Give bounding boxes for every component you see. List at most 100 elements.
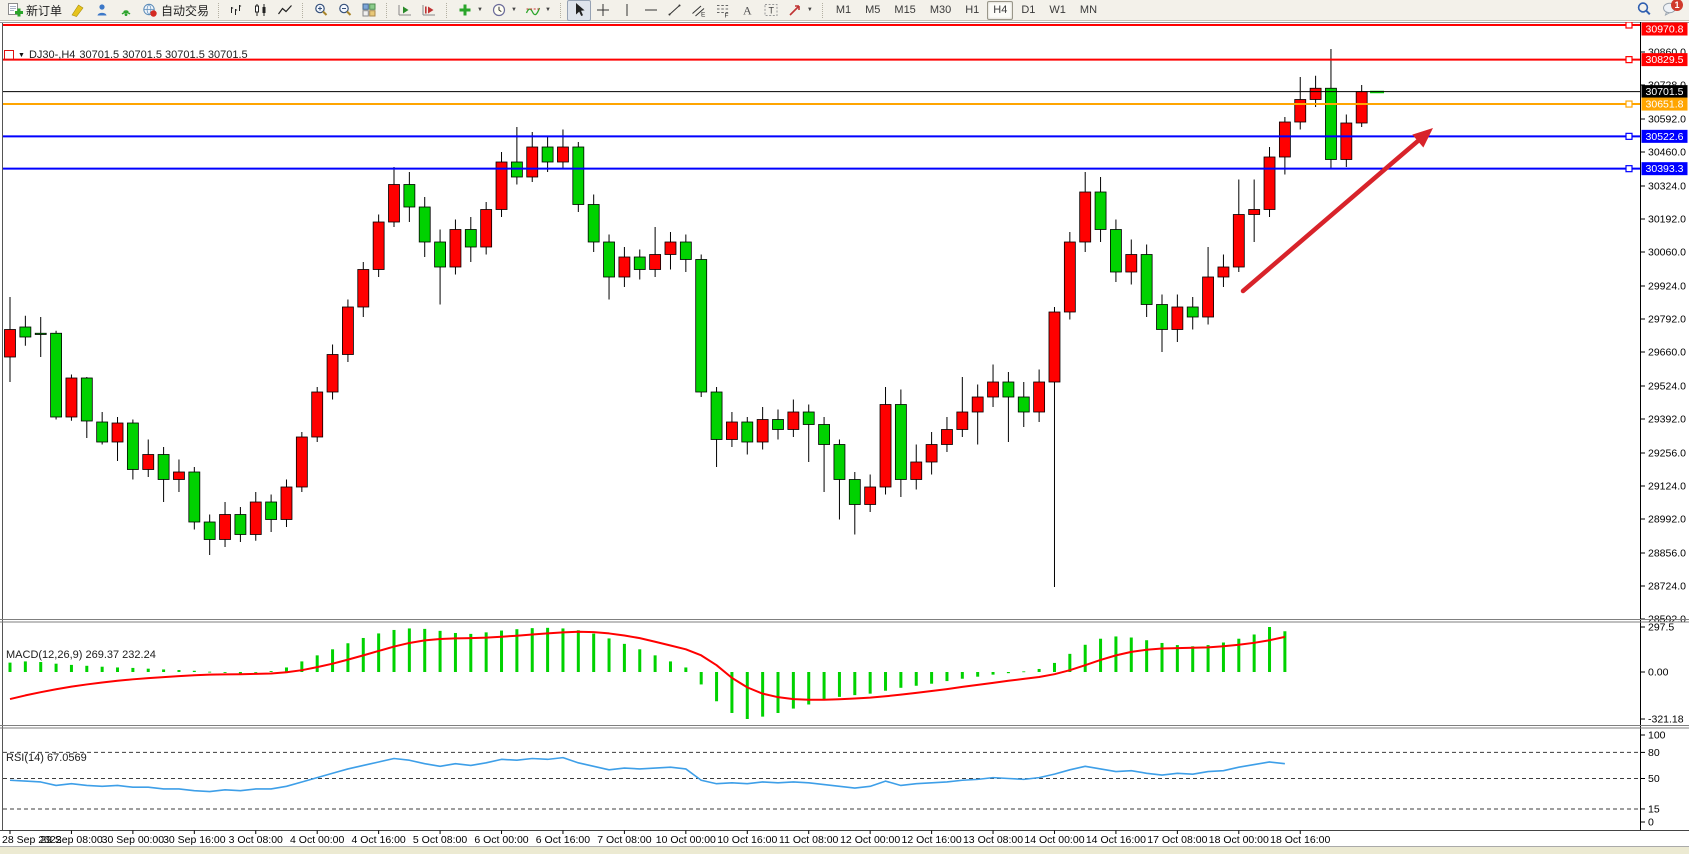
chevron-down-icon[interactable]: ▼: [18, 51, 25, 59]
svg-text:14 Oct 00:00: 14 Oct 00:00: [1024, 834, 1084, 846]
bar-chart-button[interactable]: [225, 0, 249, 21]
fibo-icon: F: [715, 2, 731, 20]
svg-text:29924.0: 29924.0: [1648, 281, 1686, 293]
svg-text:28 Sep 2022: 28 Sep 2022: [2, 834, 62, 846]
hline-30970.8[interactable]: 30970.8: [3, 22, 1688, 36]
svg-text:28992.0: 28992.0: [1648, 514, 1686, 526]
text-label-button[interactable]: T: [759, 0, 783, 21]
timeframe-m15-button[interactable]: M15: [894, 3, 916, 16]
timeframe-m30-button[interactable]: M30: [929, 3, 952, 16]
svg-text:7 Oct 08:00: 7 Oct 08:00: [597, 834, 651, 846]
price-chart-canvas[interactable]: 30860.030728.030592.030460.030324.030192…: [0, 22, 1689, 854]
trendline-button[interactable]: [663, 0, 687, 21]
candlestick-chart-button[interactable]: [249, 0, 273, 21]
new-order-button[interactable]: 新订单: [3, 0, 66, 21]
arrows-tool-button[interactable]: ▼: [783, 0, 817, 21]
notification-badge: 1: [1671, 0, 1683, 11]
labelT-icon: T: [763, 2, 779, 18]
text-button[interactable]: A: [735, 0, 759, 21]
macd-panel: 297.5 0.00 -321.18: [8, 622, 1684, 726]
periods-button[interactable]: ▼: [487, 0, 521, 21]
svg-text:29 Sep 08:00: 29 Sep 08:00: [40, 834, 103, 846]
trend-icon: [667, 2, 683, 18]
svg-text:50: 50: [1648, 773, 1660, 785]
zoom-out-button[interactable]: [333, 0, 357, 21]
chart-shift-button[interactable]: [417, 0, 441, 21]
svg-text:30701.5: 30701.5: [1646, 86, 1684, 98]
horizontal-line-button[interactable]: [639, 0, 663, 21]
svg-text:-321.18: -321.18: [1648, 714, 1684, 726]
svg-text:12 Oct 16:00: 12 Oct 16:00: [902, 834, 962, 846]
rsi-line: [9, 756, 1285, 793]
indicators-list-button[interactable]: ▼: [521, 0, 555, 21]
autoscroll-icon: [397, 2, 413, 18]
trend-arrow[interactable]: [1240, 128, 1433, 294]
timeframe-h1-button[interactable]: H1: [965, 3, 980, 16]
autotrading-button[interactable]: 自动交易: [138, 0, 213, 21]
chart-window: ▼ DJ30-,H4 30701.5 30701.5 30701.5 30701…: [0, 22, 1689, 854]
svg-text:29792.0: 29792.0: [1648, 314, 1686, 326]
timeframe-mn-button[interactable]: MN: [1079, 3, 1098, 16]
crosshair-icon: [595, 2, 611, 18]
hline-30829.5[interactable]: 30829.5: [3, 53, 1688, 67]
new-order-icon: [7, 2, 23, 18]
svg-text:12 Oct 00:00: 12 Oct 00:00: [840, 834, 900, 846]
svg-text:17 Oct 08:00: 17 Oct 08:00: [1147, 834, 1207, 846]
svg-text:18 Oct 16:00: 18 Oct 16:00: [1270, 834, 1330, 846]
hline-30522.6[interactable]: 30522.6: [3, 129, 1688, 143]
notifications-button[interactable]: 1: [1660, 0, 1683, 20]
vertical-line-button[interactable]: [615, 0, 639, 21]
clock-icon: [491, 2, 507, 18]
svg-text:13 Oct 08:00: 13 Oct 08:00: [963, 834, 1023, 846]
timeframe-m5-button[interactable]: M5: [865, 3, 881, 16]
styler-button[interactable]: [66, 0, 90, 21]
status-bar: [0, 847, 1689, 854]
toolbar-separator: [386, 2, 388, 18]
textA-icon: A: [739, 2, 755, 18]
timeframe-d1-button[interactable]: D1: [1021, 3, 1036, 16]
hline-30393.3[interactable]: 30393.3: [3, 162, 1688, 176]
profile-icon: [94, 2, 110, 18]
toolbar-right-group: 1: [1634, 0, 1686, 20]
news-signal-button[interactable]: [114, 0, 138, 21]
svg-text:18 Oct 00:00: 18 Oct 00:00: [1209, 834, 1269, 846]
dropdown-caret-icon[interactable]: ▼: [544, 7, 551, 13]
tile-windows-button[interactable]: [357, 0, 381, 21]
zoom-out-icon: [337, 2, 353, 18]
svg-text:4 Oct 16:00: 4 Oct 16:00: [351, 834, 405, 846]
timeframe-m1-button[interactable]: M1: [835, 3, 852, 16]
new-chart-button[interactable]: ▼: [453, 0, 487, 21]
svg-text:30970.8: 30970.8: [1646, 24, 1684, 36]
svg-text:100: 100: [1648, 730, 1666, 742]
svg-text:30651.8: 30651.8: [1646, 99, 1684, 111]
auto-scroll-button[interactable]: [393, 0, 417, 21]
cursor-button[interactable]: [566, 0, 591, 21]
hline-30651.8[interactable]: 30651.8: [3, 97, 1688, 111]
timeframe-h4-button[interactable]: H4: [987, 0, 1014, 20]
toolbar-separator: [821, 2, 824, 18]
profiles-button[interactable]: [90, 0, 114, 21]
dropdown-caret-icon[interactable]: ▼: [510, 7, 517, 13]
svg-text:29256.0: 29256.0: [1648, 448, 1686, 460]
svg-text:30 Sep 16:00: 30 Sep 16:00: [163, 834, 226, 846]
line-chart-button[interactable]: [273, 0, 297, 21]
linechart-icon: [277, 2, 293, 18]
chart-symbol-title: DJ30-,H4: [28, 49, 76, 61]
svg-text:30829.5: 30829.5: [1646, 54, 1684, 66]
equidistant-channel-button[interactable]: E: [687, 0, 711, 21]
timeframe-w1-button[interactable]: W1: [1049, 3, 1066, 16]
zoom-in-button[interactable]: [309, 0, 333, 21]
autotrading-label: 自动交易: [161, 3, 210, 18]
macd-indicator-label: MACD(12,26,9) 269.37 232.24: [6, 649, 156, 661]
svg-text:80: 80: [1648, 747, 1660, 759]
fibonacci-retracement-button[interactable]: F: [711, 0, 735, 21]
current-price-line[interactable]: 30701.5: [3, 85, 1688, 99]
svg-text:5 Oct 08:00: 5 Oct 08:00: [413, 834, 467, 846]
dropdown-caret-icon[interactable]: ▼: [477, 7, 483, 13]
crosshair-button[interactable]: [591, 0, 615, 21]
plus-icon: [457, 2, 473, 18]
svg-text:30592.0: 30592.0: [1648, 114, 1686, 126]
dropdown-caret-icon[interactable]: ▼: [806, 7, 813, 13]
search-button[interactable]: [1634, 1, 1654, 20]
signal-icon: [118, 2, 134, 18]
